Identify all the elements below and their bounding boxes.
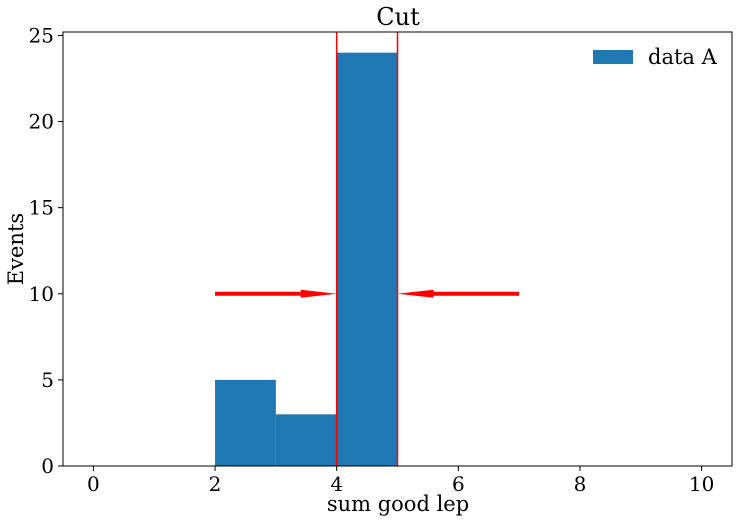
- x-tick-label: 0: [87, 472, 100, 496]
- legend-label-data-a: data A: [648, 45, 718, 69]
- x-tick-label: 4: [330, 472, 343, 496]
- x-tick-label: 8: [574, 472, 587, 496]
- x-tick-label: 2: [209, 472, 222, 496]
- histogram-bar: [336, 52, 398, 467]
- y-tick-label: 5: [41, 368, 54, 392]
- cut-arrow: [215, 289, 337, 298]
- cut-arrow-head: [397, 289, 434, 298]
- chart-title: Cut: [376, 3, 420, 31]
- x-tick-label: 6: [452, 472, 465, 496]
- histogram-bar: [215, 379, 276, 466]
- cut-arrow: [397, 289, 520, 298]
- axes-layer: 0 2 4 6 8 10 0 5 10 15 20 25: [29, 23, 733, 496]
- y-tick-label: 15: [29, 196, 54, 220]
- annotation-layer: [215, 32, 520, 466]
- bars-layer: [215, 52, 398, 467]
- y-tick-label: 0: [41, 454, 54, 478]
- legend-swatch-data-a: [593, 50, 633, 64]
- cut-arrow-head: [300, 289, 337, 298]
- y-tick-label: 25: [29, 23, 54, 47]
- y-tick-label: 10: [29, 282, 54, 306]
- legend: data A: [593, 45, 718, 69]
- x-tick-label: 10: [689, 472, 714, 496]
- histogram-bar: [275, 414, 337, 466]
- x-axis-label: sum good lep: [327, 492, 469, 516]
- y-axis-label: Events: [4, 213, 28, 285]
- y-tick-label: 20: [29, 110, 54, 134]
- plot-frame: [62, 31, 733, 467]
